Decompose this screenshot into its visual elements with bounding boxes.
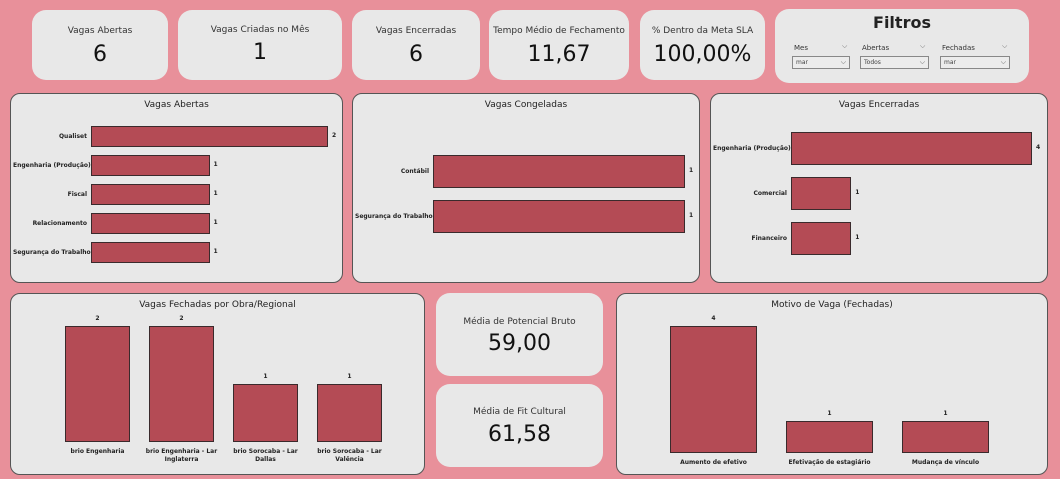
chevron-down-icon[interactable]: ⌵	[842, 42, 848, 50]
bar-category-label: Engenharia (Produção)	[13, 161, 91, 169]
bar-value-label: 1	[689, 166, 694, 174]
kpi-label: Vagas Abertas	[67, 26, 133, 36]
kpi-label: Vagas Criadas no Mês	[210, 25, 310, 35]
bar-category-label: brio Sorocaba - Lar Valência	[317, 448, 382, 463]
chart-title: Vagas Congeladas	[484, 100, 568, 110]
bar-category-label: Segurança do Trabalho	[355, 212, 433, 220]
chevron-down-icon: ⌵	[919, 58, 925, 66]
kpi-value: 59,00	[488, 331, 551, 356]
filters-card: Filtros Mes ⌵ mar ⌵ Abertas ⌵ Todos ⌵ Fe…	[775, 9, 1029, 83]
bar-value-label: 1	[689, 211, 694, 219]
bar-value-label: 1	[855, 233, 860, 241]
filter-label-mes: Mes	[794, 44, 808, 52]
kpi-value: 100,00%	[653, 42, 752, 67]
kpi-label: % Dentro da Meta SLA	[651, 26, 754, 36]
chart-title: Vagas Abertas	[144, 100, 209, 110]
bar	[91, 213, 210, 234]
bar	[670, 326, 757, 453]
kpi-label: Tempo Médio de Fechamento	[493, 26, 625, 36]
bar-value-label: 1	[263, 373, 268, 380]
kpi-label: Vagas Encerradas	[375, 26, 457, 36]
bar	[791, 177, 852, 210]
chevron-down-icon: ⌵	[840, 58, 846, 66]
bar	[91, 242, 210, 263]
bar-category-label: Qualiset	[58, 132, 87, 140]
chevron-down-icon[interactable]: ⌵	[1002, 42, 1008, 50]
chart-title: Motivo de Vaga (Fechadas)	[771, 300, 893, 310]
kpi-value: 11,67	[527, 42, 591, 67]
chart-vagas-fechadas-obra: Vagas Fechadas por Obra/Regional 2 brio E…	[10, 293, 425, 475]
kpi-value: 6	[409, 42, 423, 67]
kpi-value: 1	[253, 40, 267, 65]
filter-value: mar	[796, 59, 808, 66]
bar-category-label: brio Engenharia - Lar Inglaterra	[145, 448, 218, 463]
bar-category-label: Segurança do Trabalho	[13, 248, 91, 256]
bar-category-label: Efetivação de estagiário	[788, 459, 871, 466]
bar	[65, 326, 130, 442]
bar-category-label: Mudança de vínculo	[911, 459, 980, 466]
kpi-card-potencial-bruto: Média de Potencial Bruto 59,00	[436, 293, 603, 376]
bar-value-label: 1	[347, 373, 352, 380]
filter-value: mar	[944, 59, 956, 66]
filter-select-mes[interactable]: mar ⌵	[792, 56, 850, 69]
bar-value-label: 1	[213, 247, 218, 255]
chart-title: Vagas Encerradas	[838, 100, 920, 110]
bar-category-label: brio Engenharia	[70, 448, 125, 455]
filter-select-fechadas[interactable]: mar ⌵	[940, 56, 1010, 69]
kpi-value: 61,58	[488, 422, 551, 447]
bar-value-label: 4	[1036, 143, 1041, 151]
filter-value: Todos	[864, 59, 881, 66]
bar	[902, 421, 989, 453]
filters-title: Filtros	[873, 13, 931, 32]
filter-select-abertas[interactable]: Todos ⌵	[860, 56, 929, 69]
kpi-card-meta-sla: % Dentro da Meta SLA 100,00%	[640, 10, 765, 80]
kpi-card-vagas-criadas: Vagas Criadas no Mês 1	[178, 10, 342, 80]
kpi-label: Média de Fit Cultural	[473, 407, 566, 417]
bar-value-label: 1	[943, 410, 948, 418]
filter-label-abertas: Abertas	[862, 44, 890, 52]
bar-value-label: 1	[213, 189, 218, 197]
chart-title: Vagas Fechadas por Obra/Regional	[139, 300, 296, 310]
bar	[233, 384, 298, 442]
bar-category-label: Engenharia (Produção)	[713, 144, 791, 152]
bar-value-label: 2	[95, 315, 100, 322]
bar-value-label: 1	[213, 218, 218, 226]
bar	[786, 421, 873, 453]
chart-vagas-abertas: Vagas Abertas Qualiset 2 Engenharia (Produ…	[10, 93, 343, 283]
kpi-card-tempo-medio: Tempo Médio de Fechamento 11,67	[489, 10, 629, 80]
bar-category-label: Comercial	[753, 189, 787, 197]
bar-value-label: 2	[332, 131, 337, 139]
bar-value-label: 1	[213, 160, 218, 168]
chart-vagas-encerradas: Vagas Encerradas Engenharia (Produção) 4 C…	[710, 93, 1048, 283]
bar	[91, 184, 210, 205]
bar	[433, 200, 685, 233]
kpi-card-vagas-encerradas: Vagas Encerradas 6	[352, 10, 480, 80]
bar-category-label: Contábil	[400, 167, 429, 175]
bar-value-label: 1	[855, 188, 860, 196]
chevron-down-icon[interactable]: ⌵	[920, 42, 926, 50]
bar	[149, 326, 214, 442]
kpi-label: Média de Potencial Bruto	[463, 317, 576, 327]
bar-category-label: Relacionamento	[32, 219, 87, 227]
bar-value-label: 4	[711, 315, 716, 322]
chart-vagas-congeladas: Vagas Congeladas Contábil 1 Segurança do T…	[352, 93, 700, 283]
kpi-value: 6	[93, 42, 107, 67]
kpi-card-fit-cultural: Média de Fit Cultural 61,58	[436, 384, 603, 467]
bar-value-label: 2	[179, 315, 184, 322]
kpi-card-vagas-abertas: Vagas Abertas 6	[32, 10, 168, 80]
bar	[91, 126, 328, 147]
bar-category-label: brio Sorocaba - Lar Dallas	[233, 448, 298, 463]
chart-motivo-vaga: Motivo de Vaga (Fechadas) 4 Aumento de ef…	[616, 293, 1048, 475]
bar-value-label: 1	[827, 410, 832, 418]
bar	[317, 384, 382, 442]
bar	[791, 132, 1032, 165]
bar-category-label: Fiscal	[67, 190, 87, 198]
filter-label-fechadas: Fechadas	[942, 44, 975, 52]
bar	[791, 222, 852, 255]
bar-category-label: Financeiro	[751, 234, 787, 242]
bar	[91, 155, 210, 176]
bar	[433, 155, 685, 188]
bar-category-label: Aumento de efetivo	[680, 459, 747, 466]
chevron-down-icon: ⌵	[1000, 58, 1006, 66]
